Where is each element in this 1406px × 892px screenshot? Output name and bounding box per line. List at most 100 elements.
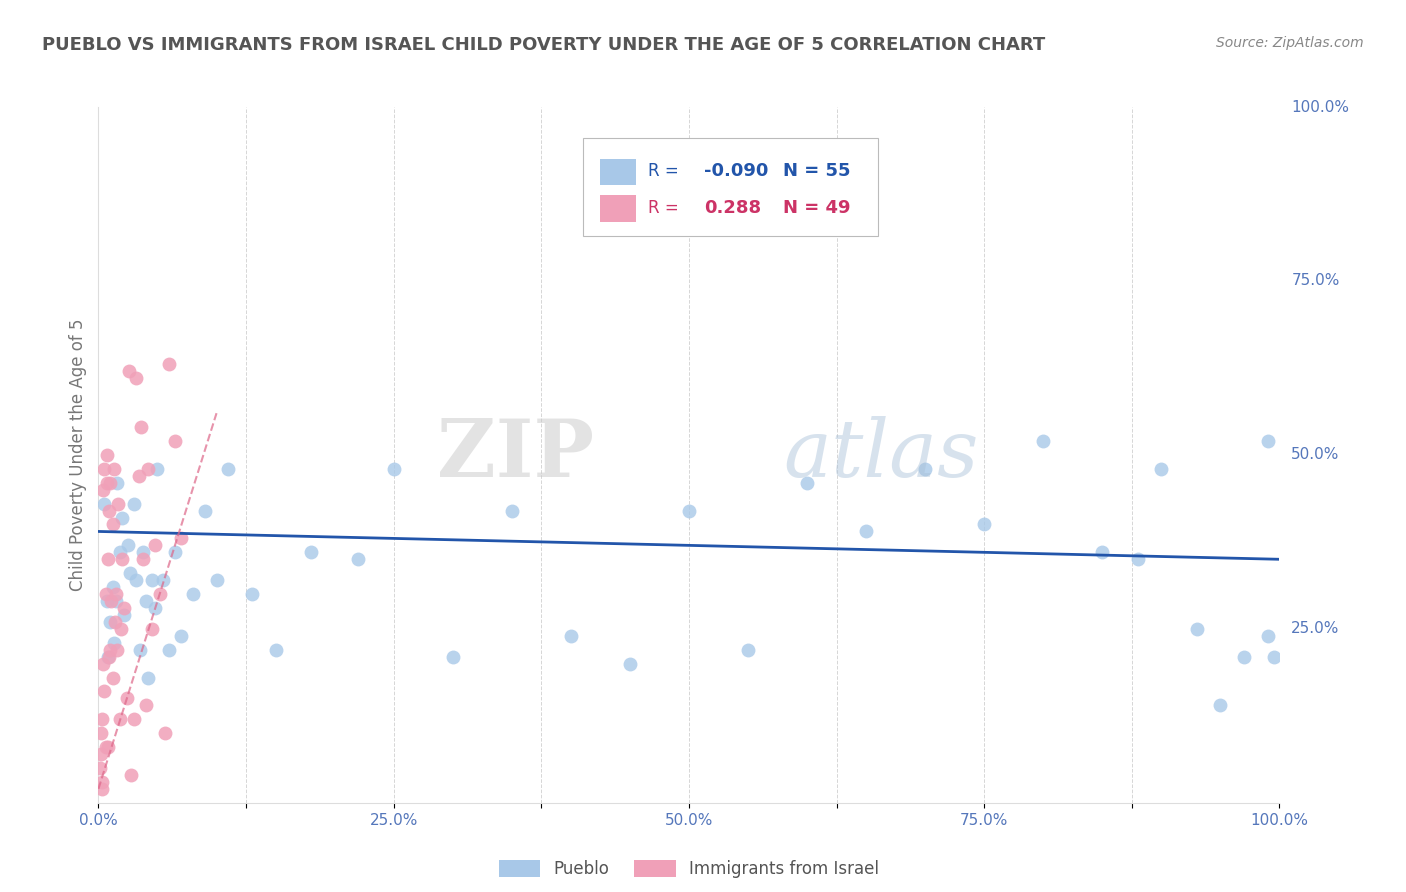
Point: [149, 587, 172, 601]
Point: [89, 761, 111, 775]
Point: [129, 420, 152, 434]
Point: [146, 462, 169, 476]
Point: [111, 552, 134, 566]
Point: [94, 587, 117, 601]
Point: [1263, 649, 1285, 664]
Point: [170, 629, 193, 643]
Text: 100.0%: 100.0%: [1291, 100, 1350, 114]
Point: [91, 712, 114, 726]
Point: [108, 545, 131, 559]
Point: [560, 629, 582, 643]
Text: PUEBLO VS IMMIGRANTS FROM ISRAEL CHILD POVERTY UNDER THE AGE OF 5 CORRELATION CH: PUEBLO VS IMMIGRANTS FROM ISRAEL CHILD P…: [42, 36, 1046, 54]
Point: [94, 740, 117, 755]
Point: [1032, 434, 1054, 448]
Point: [1185, 622, 1208, 636]
Point: [111, 510, 134, 524]
Point: [157, 358, 180, 372]
Point: [112, 601, 135, 615]
Point: [678, 503, 700, 517]
Point: [115, 691, 138, 706]
Point: [153, 726, 176, 740]
Legend: Pueblo, Immigrants from Israel: Pueblo, Immigrants from Israel: [499, 860, 879, 878]
Point: [107, 497, 129, 511]
Point: [108, 712, 131, 726]
Text: 0.288: 0.288: [704, 199, 762, 217]
Point: [737, 642, 759, 657]
Point: [100, 594, 122, 608]
Text: N = 49: N = 49: [783, 199, 851, 217]
Point: [122, 497, 145, 511]
Point: [347, 552, 370, 566]
Point: [117, 538, 139, 552]
Point: [441, 649, 464, 664]
Point: [96, 475, 118, 490]
Point: [136, 462, 159, 476]
Point: [132, 552, 155, 566]
Point: [1091, 545, 1114, 559]
Text: 75.0%: 75.0%: [1291, 274, 1340, 288]
Point: [121, 768, 143, 782]
Point: [122, 712, 145, 726]
Point: [120, 566, 142, 581]
Point: [105, 475, 128, 490]
Text: Source: ZipAtlas.com: Source: ZipAtlas.com: [1216, 36, 1364, 50]
Point: [135, 698, 157, 713]
Point: [125, 371, 148, 385]
Point: [165, 434, 187, 448]
Point: [143, 601, 166, 615]
Y-axis label: Child Poverty Under the Age of 5: Child Poverty Under the Age of 5: [69, 318, 87, 591]
Point: [97, 552, 120, 566]
FancyBboxPatch shape: [600, 159, 636, 185]
Point: [101, 580, 124, 594]
Point: [299, 545, 322, 559]
Point: [1126, 552, 1149, 566]
Point: [914, 462, 936, 476]
Point: [194, 503, 217, 517]
Point: [91, 781, 114, 796]
Point: [855, 524, 877, 539]
Point: [98, 649, 121, 664]
Point: [103, 462, 125, 476]
Point: [264, 642, 287, 657]
Point: [98, 615, 121, 629]
Point: [112, 607, 135, 622]
Point: [110, 622, 132, 636]
Point: [501, 503, 523, 517]
Point: [96, 594, 118, 608]
FancyBboxPatch shape: [600, 195, 636, 222]
Point: [90, 747, 112, 761]
Point: [101, 671, 124, 685]
Point: [91, 483, 114, 497]
Point: [97, 649, 120, 664]
Text: 50.0%: 50.0%: [1291, 448, 1340, 462]
Point: [101, 517, 124, 532]
Point: [619, 657, 641, 671]
Point: [165, 545, 187, 559]
Point: [240, 587, 263, 601]
Point: [93, 684, 115, 698]
Point: [91, 775, 114, 789]
Point: [103, 636, 125, 650]
Point: [796, 475, 818, 490]
Point: [105, 594, 128, 608]
Point: [170, 532, 193, 546]
Point: [1257, 629, 1279, 643]
Text: 25.0%: 25.0%: [1291, 622, 1340, 636]
Point: [91, 657, 114, 671]
Point: [98, 642, 121, 657]
Point: [128, 468, 150, 483]
Point: [97, 740, 120, 755]
Text: -0.090: -0.090: [704, 162, 769, 180]
Point: [135, 594, 157, 608]
Point: [1150, 462, 1173, 476]
Point: [1233, 649, 1256, 664]
Point: [105, 642, 128, 657]
Point: [105, 587, 128, 601]
Point: [141, 573, 163, 587]
Point: [93, 497, 115, 511]
Point: [118, 364, 141, 378]
Point: [181, 587, 204, 601]
Text: R =: R =: [648, 162, 678, 180]
Point: [205, 573, 228, 587]
Point: [141, 622, 163, 636]
